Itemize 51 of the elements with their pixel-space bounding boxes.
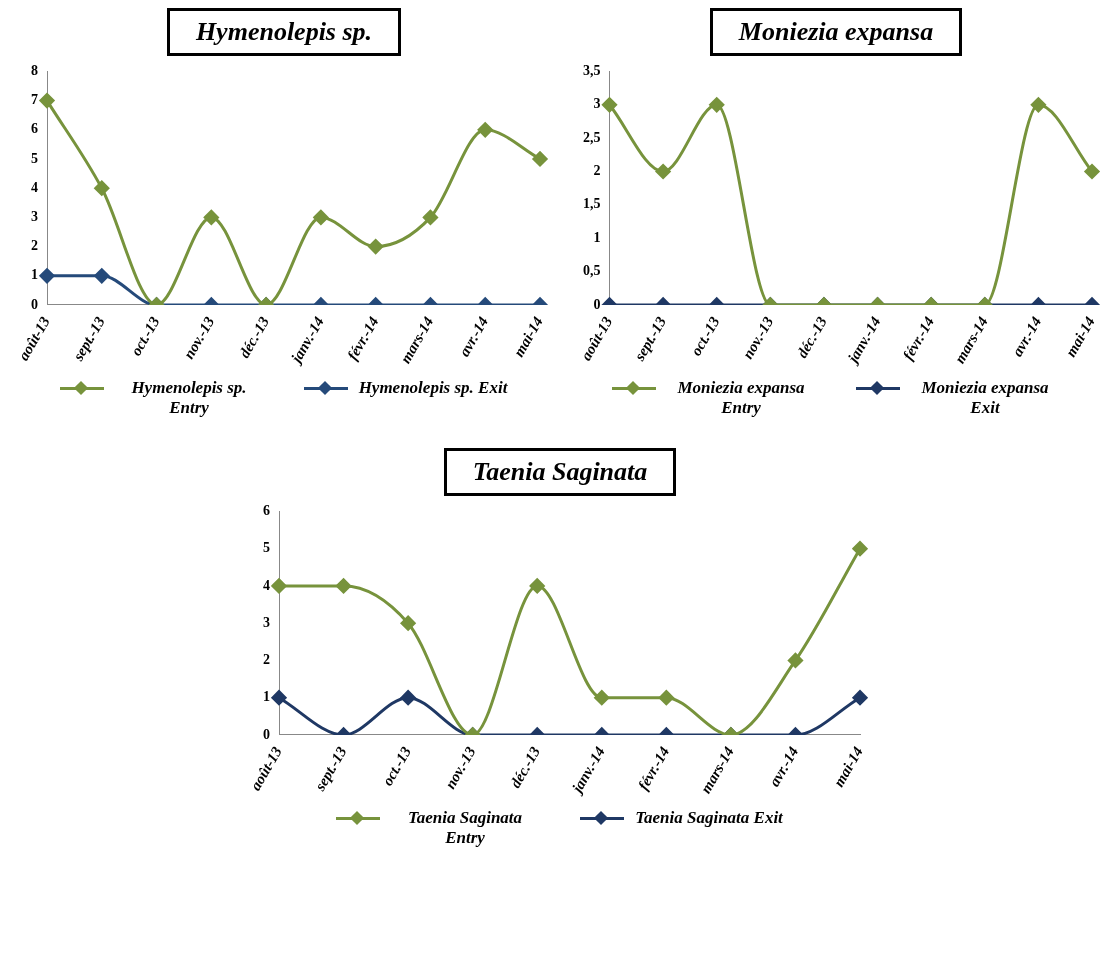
point bbox=[313, 209, 329, 225]
y-tick-label: 3 bbox=[263, 614, 270, 630]
legend-label: Taenia Saginata Exit bbox=[634, 808, 784, 828]
y-tick-label: 0 bbox=[263, 726, 270, 742]
point bbox=[852, 541, 868, 557]
point bbox=[271, 578, 287, 594]
y-tick-label: 5 bbox=[31, 150, 38, 166]
y-tick-label: 2 bbox=[263, 652, 270, 668]
point bbox=[655, 164, 671, 179]
y-tick-label: 3,5 bbox=[583, 63, 601, 79]
point bbox=[709, 97, 725, 113]
y-tick-label: 0 bbox=[593, 296, 601, 312]
y-tick-label: 0,5 bbox=[583, 263, 601, 279]
point bbox=[39, 93, 55, 109]
y-tick-label: 5 bbox=[263, 540, 270, 556]
point bbox=[529, 578, 545, 594]
chart-title: Taenia Saginata bbox=[443, 448, 677, 496]
chart-title: Moniezia expansa bbox=[709, 8, 963, 56]
point bbox=[477, 122, 493, 138]
legend-label: Hymenolepis sp. Entry bbox=[130, 378, 248, 418]
point bbox=[422, 209, 438, 225]
y-tick-label: 2,5 bbox=[583, 129, 601, 145]
y-tick-label: 2 bbox=[31, 238, 38, 254]
point bbox=[336, 578, 352, 594]
y-tick-label: 1 bbox=[263, 689, 270, 705]
y-tick-label: 3 bbox=[593, 96, 601, 112]
y-tick-label: 3 bbox=[31, 208, 38, 224]
point bbox=[1030, 97, 1046, 113]
y-tick-label: 4 bbox=[31, 179, 38, 195]
y-tick-label: 6 bbox=[31, 121, 38, 137]
y-tick-label: 6 bbox=[263, 503, 270, 519]
legend-label: Hymenolepis sp. Exit bbox=[358, 378, 508, 398]
y-tick-label: 1 bbox=[31, 267, 38, 283]
point bbox=[602, 97, 617, 113]
point bbox=[1084, 164, 1100, 179]
point bbox=[787, 652, 803, 668]
y-tick-label: 1 bbox=[593, 229, 601, 245]
y-tick-label: 2 bbox=[593, 163, 601, 179]
point bbox=[400, 615, 416, 631]
point bbox=[532, 151, 548, 167]
chart-title: Hymenolepis sp. bbox=[166, 8, 402, 56]
y-tick-label: 4 bbox=[263, 577, 270, 593]
legend-label: Taenia Saginata Entry bbox=[406, 808, 524, 848]
y-tick-label: 7 bbox=[31, 92, 38, 108]
y-tick-label: 8 bbox=[31, 63, 38, 79]
legend-label: Moniezia expansa Entry bbox=[676, 378, 806, 418]
y-tick-label: 0 bbox=[31, 296, 38, 312]
legend-label: Moniezia expansa Exit bbox=[920, 378, 1050, 418]
point bbox=[94, 180, 110, 196]
y-tick-label: 1,5 bbox=[583, 196, 601, 212]
point bbox=[203, 209, 219, 225]
